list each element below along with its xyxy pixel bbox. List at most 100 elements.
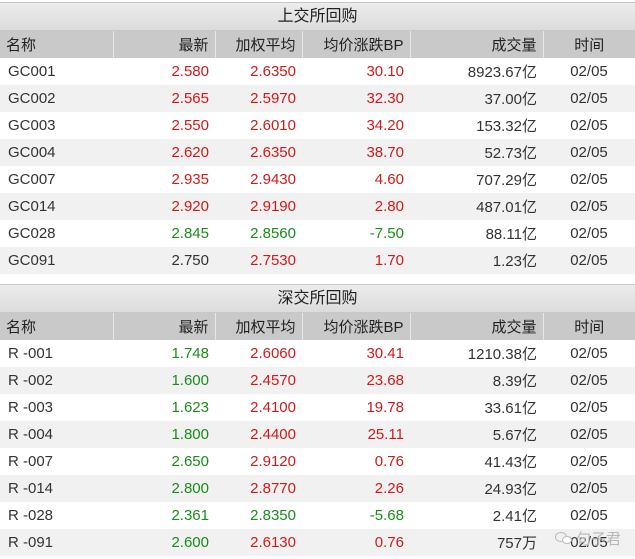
- cell-time: 02/05: [543, 139, 635, 166]
- cell-last: 2.845: [113, 220, 215, 247]
- col-header-wavg[interactable]: 加权平均: [215, 31, 303, 58]
- cell-bp: 0.76: [302, 529, 410, 556]
- cell-volume: 1.23亿: [410, 247, 543, 274]
- cell-last: 2.361: [113, 502, 215, 529]
- cell-bp: 38.70: [302, 139, 410, 166]
- watermark: 句子君: [554, 528, 621, 549]
- cell-bp: 0.76: [302, 448, 410, 475]
- table-row[interactable]: GC007 2.935 2.9430 4.60 707.29亿 02/05: [0, 166, 635, 193]
- cell-volume: 41.43亿: [410, 448, 543, 475]
- cell-name: R -003: [0, 394, 113, 421]
- sz-repo-panel: 深交所回购 名称 最新 加权平均 均价涨跌BP 成交量 时间 R -001 1.7…: [0, 284, 635, 556]
- table-row[interactable]: GC003 2.550 2.6010 34.20 153.32亿 02/05: [0, 112, 635, 139]
- cell-volume: 33.61亿: [410, 394, 543, 421]
- cell-bp: 2.26: [302, 475, 410, 502]
- cell-wavg: 2.9430: [215, 166, 302, 193]
- cell-time: 02/05: [543, 421, 635, 448]
- cell-bp: 30.10: [302, 58, 410, 85]
- col-header-bp[interactable]: 均价涨跌BP: [302, 31, 411, 58]
- cell-time: 02/05: [543, 448, 635, 475]
- cell-last: 2.750: [113, 247, 215, 274]
- cell-volume: 1210.38亿: [410, 340, 543, 367]
- cell-last: 1.600: [113, 367, 215, 394]
- sz-header-row: 名称 最新 加权平均 均价涨跌BP 成交量 时间: [0, 313, 635, 340]
- cell-bp: 2.80: [302, 193, 410, 220]
- table-row[interactable]: GC028 2.845 2.8560 -7.50 88.11亿 02/05: [0, 220, 635, 247]
- table-row[interactable]: GC091 2.750 2.7530 1.70 1.23亿 02/05: [0, 247, 635, 274]
- cell-wavg: 2.5970: [215, 85, 302, 112]
- cell-time: 02/05: [543, 112, 635, 139]
- col-header-name[interactable]: 名称: [0, 313, 114, 340]
- cell-bp: 32.30: [302, 85, 410, 112]
- col-header-bp[interactable]: 均价涨跌BP: [302, 313, 411, 340]
- sz-repo-table: 名称 最新 加权平均 均价涨跌BP 成交量 时间 R -001 1.748 2.60…: [0, 313, 635, 556]
- cell-wavg: 2.4570: [215, 367, 302, 394]
- cell-name: R -002: [0, 367, 113, 394]
- table-row[interactable]: R -001 1.748 2.6060 30.41 1210.38亿 02/05: [0, 340, 635, 367]
- cell-name: GC003: [0, 112, 113, 139]
- cell-wavg: 2.6350: [215, 139, 302, 166]
- cell-bp: 34.20: [302, 112, 410, 139]
- cell-volume: 8923.67亿: [410, 58, 543, 85]
- cell-volume: 5.67亿: [410, 421, 543, 448]
- col-header-last[interactable]: 最新: [113, 31, 216, 58]
- col-header-name[interactable]: 名称: [0, 31, 114, 58]
- cell-name: R -004: [0, 421, 113, 448]
- cell-name: GC002: [0, 85, 113, 112]
- cell-wavg: 2.9190: [215, 193, 302, 220]
- cell-volume: 37.00亿: [410, 85, 543, 112]
- table-row[interactable]: R -007 2.650 2.9120 0.76 41.43亿 02/05: [0, 448, 635, 475]
- cell-last: 2.800: [113, 475, 215, 502]
- cell-time: 02/05: [543, 340, 635, 367]
- cell-name: GC004: [0, 139, 113, 166]
- table-row[interactable]: R -003 1.623 2.4100 19.78 33.61亿 02/05: [0, 394, 635, 421]
- cell-name: GC001: [0, 58, 113, 85]
- col-header-wavg[interactable]: 加权平均: [215, 313, 303, 340]
- table-row[interactable]: R -014 2.800 2.8770 2.26 24.93亿 02/05: [0, 475, 635, 502]
- table-row[interactable]: GC001 2.580 2.6350 30.10 8923.67亿 02/05: [0, 58, 635, 85]
- table-row[interactable]: GC002 2.565 2.5970 32.30 37.00亿 02/05: [0, 85, 635, 112]
- cell-wavg: 2.7530: [215, 247, 302, 274]
- cell-bp: -5.68: [302, 502, 410, 529]
- cell-time: 02/05: [543, 475, 635, 502]
- cell-last: 2.650: [113, 448, 215, 475]
- cell-volume: 8.39亿: [410, 367, 543, 394]
- cell-last: 2.935: [113, 166, 215, 193]
- sh-repo-title: 上交所回购: [0, 2, 635, 31]
- cell-name: GC028: [0, 220, 113, 247]
- col-header-volume[interactable]: 成交量: [410, 313, 544, 340]
- cell-time: 02/05: [543, 220, 635, 247]
- cell-wavg: 2.6130: [215, 529, 302, 556]
- col-header-time[interactable]: 时间: [543, 313, 635, 340]
- cell-time: 02/05: [543, 247, 635, 274]
- cell-time: 02/05: [543, 502, 635, 529]
- col-header-last[interactable]: 最新: [113, 313, 216, 340]
- sz-repo-title: 深交所回购: [0, 284, 635, 313]
- cell-bp: 30.41: [302, 340, 410, 367]
- table-row[interactable]: R -004 1.800 2.4400 25.11 5.67亿 02/05: [0, 421, 635, 448]
- cell-time: 02/05: [543, 367, 635, 394]
- cell-wavg: 2.8350: [215, 502, 302, 529]
- table-row[interactable]: R -002 1.600 2.4570 23.68 8.39亿 02/05: [0, 367, 635, 394]
- table-row[interactable]: R -091 2.600 2.6130 0.76 757万 02/05: [0, 529, 635, 556]
- cell-last: 2.620: [113, 139, 215, 166]
- cell-name: R -091: [0, 529, 113, 556]
- cell-time: 02/05: [543, 394, 635, 421]
- cell-bp: 19.78: [302, 394, 410, 421]
- cell-bp: -7.50: [302, 220, 410, 247]
- watermark-text: 句子君: [575, 531, 621, 548]
- cell-last: 2.550: [113, 112, 215, 139]
- cell-time: 02/05: [543, 529, 635, 556]
- cell-last: 1.748: [113, 340, 215, 367]
- cell-last: 2.565: [113, 85, 215, 112]
- cell-last: 1.800: [113, 421, 215, 448]
- cell-wavg: 2.4100: [215, 394, 302, 421]
- table-row[interactable]: R -028 2.361 2.8350 -5.68 2.41亿 02/05: [0, 502, 635, 529]
- cell-name: R -001: [0, 340, 113, 367]
- cell-wavg: 2.6060: [215, 340, 302, 367]
- wechat-icon: [554, 531, 573, 546]
- col-header-volume[interactable]: 成交量: [410, 31, 544, 58]
- table-row[interactable]: GC004 2.620 2.6350 38.70 52.73亿 02/05: [0, 139, 635, 166]
- col-header-time[interactable]: 时间: [543, 31, 635, 58]
- table-row[interactable]: GC014 2.920 2.9190 2.80 487.01亿 02/05: [0, 193, 635, 220]
